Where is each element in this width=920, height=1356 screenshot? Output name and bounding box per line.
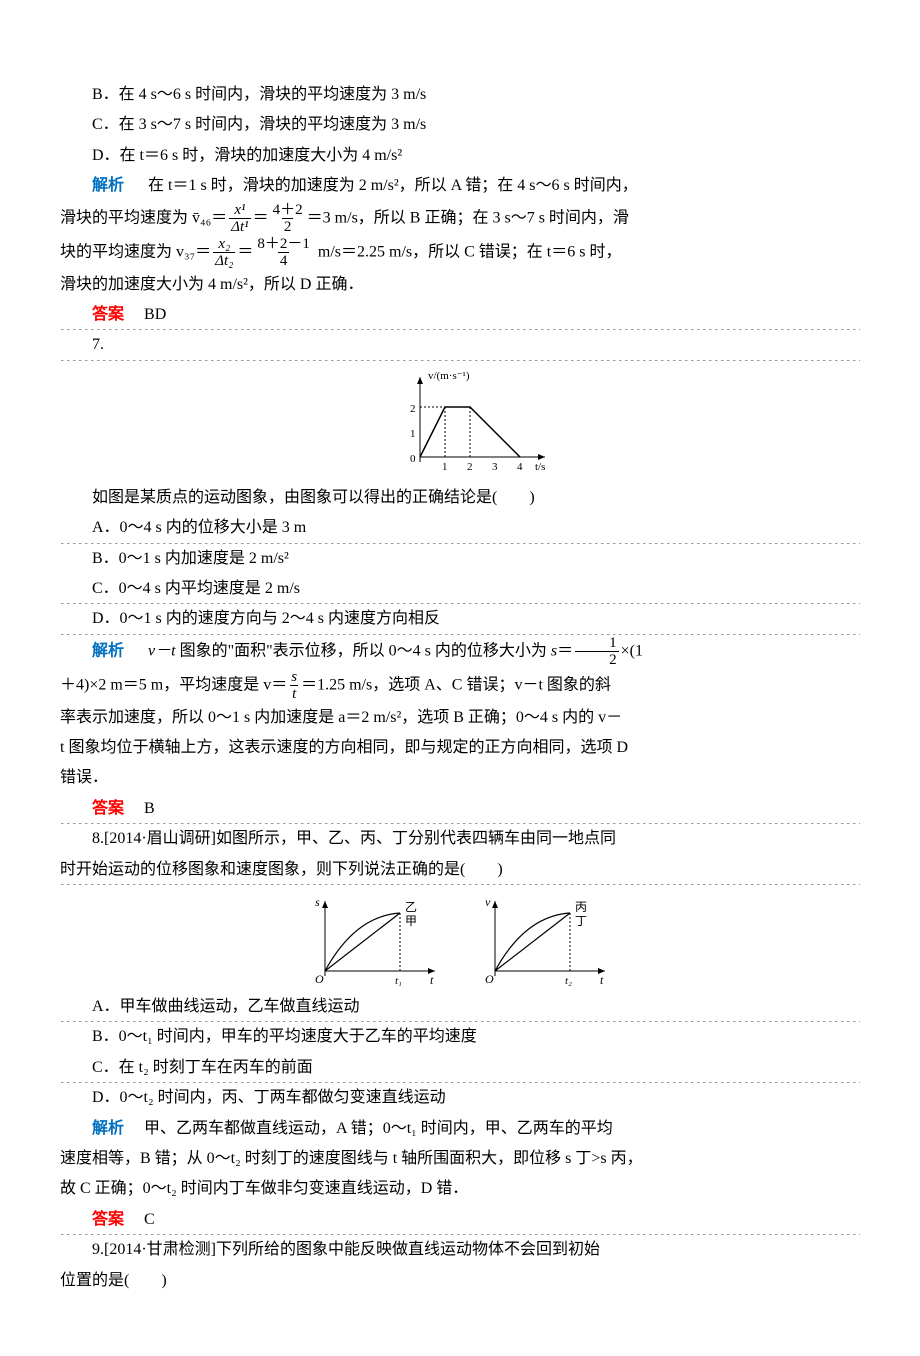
answer-value: C — [144, 1211, 155, 1228]
fraction: x₂Δt₂ — [213, 236, 235, 270]
svg-text:t: t — [600, 973, 604, 986]
analysis-label: 解析 — [92, 1120, 124, 1137]
q6-option-d: D．在 t＝6 s 时，滑块的加速度大小为 4 m/s² — [60, 141, 860, 171]
svg-text:t₂: t₂ — [565, 975, 572, 986]
q6-analysis: 解析 在 t＝1 s 时，滑块的加速度为 2 m/s²，所以 A 错；在 4 s… — [60, 171, 860, 201]
q7-answer: 答案 B — [60, 794, 860, 824]
text-segment: 滑块的平均速度为 v̄₄₆＝ — [60, 209, 227, 226]
q7-analysis-line4: t 图象均位于横轴上方，这表示速度的方向相同，即与规定的正方向相同，选项 D — [60, 733, 860, 763]
svg-text:2: 2 — [410, 403, 416, 415]
svg-text:4: 4 — [517, 461, 523, 473]
svg-text:t₁: t₁ — [395, 975, 402, 986]
svg-text:丁: 丁 — [575, 914, 587, 928]
analysis-text: 在 t＝1 s 时，滑块的加速度为 2 m/s²，所以 A 错；在 4 s～6 … — [148, 177, 638, 194]
q9-stem-line2: 位置的是( ) — [60, 1266, 860, 1296]
analysis-label: 解析 — [92, 642, 124, 659]
svg-text:甲: 甲 — [405, 914, 417, 928]
svg-text:3: 3 — [492, 461, 498, 473]
answer-label: 答案 — [92, 800, 124, 817]
q8-vt-graph: v t O t₂ 丙 丁 — [475, 891, 615, 986]
svg-text:t: t — [430, 973, 434, 986]
q6-analysis-line4: 滑块的加速度大小为 4 m/s²，所以 D 正确． — [60, 270, 860, 300]
q7-vt-graph: v/(m·s⁻¹) t/s 0 1 2 1 2 3 4 — [360, 367, 560, 477]
analysis-label: 解析 — [92, 177, 124, 194]
q8-option-a: A．甲车做曲线运动，乙车做直线运动 — [60, 992, 860, 1022]
question-number: 9. — [92, 1241, 104, 1258]
q7-analysis-line2: ＋4)×2 m＝5 m，平均速度是 v＝st＝1.25 m/s，选项 A、C 错… — [60, 669, 860, 703]
text-segment: ＝3 m/s，所以 B 正确；在 3 s～7 s 时间内，滑 — [307, 209, 629, 226]
q6-analysis-line3: 块的平均速度为 v₃₇＝x₂Δt₂＝8＋2－14 m/s＝2.25 m/s，所以… — [60, 236, 860, 270]
text-segment: [2014·甘肃检测]下列所给的图象中能反映做直线运动物体不会回到初始 — [104, 1241, 600, 1258]
text-segment: m/s＝2.25 m/s，所以 C 错误；在 t＝6 s 时， — [314, 243, 622, 260]
fraction: x¹Δt¹ — [229, 202, 250, 236]
svg-text:v: v — [485, 895, 491, 909]
q8-answer: 答案 C — [60, 1205, 860, 1235]
q9-stem-line1: 9.[2014·甘肃检测]下列所给的图象中能反映做直线运动物体不会回到初始 — [60, 1235, 860, 1265]
q8-analysis-line3: 故 C 正确；0～t₂ 时间内丁车做非匀变速直线运动，D 错． — [60, 1174, 860, 1204]
svg-text:1: 1 — [442, 461, 448, 473]
q7-stem: 如图是某质点的运动图象，由图象可以得出的正确结论是( ) — [60, 483, 860, 513]
text-segment: ＝1.25 m/s，选项 A、C 错误；v－t 图象的斜 — [301, 676, 611, 693]
q8-figures: s t O t₁ 乙 甲 v t O t₂ 丙 丁 — [60, 891, 860, 986]
svg-text:O: O — [485, 972, 494, 986]
text-segment: [2014·眉山调研]如图所示，甲、乙、丙、丁分别代表四辆车由同一地点同 — [104, 830, 616, 847]
q8-st-graph: s t O t₁ 乙 甲 — [305, 891, 445, 986]
svg-text:丙: 丙 — [575, 900, 587, 914]
text-segment: ＋4)×2 m＝5 m，平均速度是 v＝ — [60, 676, 287, 693]
fraction-st: st — [289, 669, 299, 703]
q8-analysis-line2: 速度相等，B 错；从 0～t₂ 时刻丁的速度图线与 t 轴所围面积大，即位移 s… — [60, 1144, 860, 1174]
q8-stem-line2: 时开始运动的位移图象和速度图象，则下列说法正确的是( ) — [60, 855, 860, 885]
fraction: 8＋2－14 — [255, 236, 312, 270]
q8-stem-line1: 8.[2014·眉山调研]如图所示，甲、乙、丙、丁分别代表四辆车由同一地点同 — [60, 824, 860, 854]
q8-option-b: B．0～t₁ 时间内，甲车的平均速度大于乙车的平均速度 — [60, 1022, 860, 1052]
y-axis-label: v/(m·s⁻¹) — [428, 370, 470, 382]
svg-text:s: s — [315, 895, 320, 909]
text-segment: ×(1 — [621, 642, 643, 659]
question-number: 8. — [92, 830, 104, 847]
q7-figure: v/(m·s⁻¹) t/s 0 1 2 1 2 3 4 — [60, 367, 860, 477]
svg-text:O: O — [315, 972, 324, 986]
svg-text:0: 0 — [410, 453, 416, 465]
text-segment: 块的平均速度为 v₃₇＝ — [60, 243, 211, 260]
answer-label: 答案 — [92, 306, 124, 323]
q7-analysis-line5: 错误． — [60, 763, 860, 793]
q8-option-c: C．在 t₂ 时刻丁车在丙车的前面 — [60, 1053, 860, 1083]
text-segment: ＝ — [237, 243, 253, 260]
svg-text:乙: 乙 — [405, 900, 417, 914]
answer-value: BD — [144, 306, 166, 323]
svg-text:1: 1 — [410, 428, 416, 440]
q7-analysis: 解析 v－tv－t 图象的"面积"表示位移，所以 0～4 s 内的位移大小为 s… — [60, 635, 860, 669]
q6-option-b: B．在 4 s～6 s 时间内，滑块的平均速度为 3 m/s — [60, 80, 860, 110]
text-segment: 图象的"面积"表示位移，所以 0～4 s 内的位移大小为 s＝ — [176, 642, 574, 659]
q7-option-c: C．0～4 s 内平均速度是 2 m/s — [60, 574, 860, 604]
svg-text:2: 2 — [467, 461, 473, 473]
x-axis-label: t/s — [535, 461, 545, 473]
q7-analysis-line3: 率表示加速度，所以 0～1 s 内加速度是 a＝2 m/s²，选项 B 正确；0… — [60, 703, 860, 733]
q6-analysis-line2: 滑块的平均速度为 v̄₄₆＝x¹Δt¹＝4＋22＝3 m/s，所以 B 正确；在… — [60, 202, 860, 236]
answer-label: 答案 — [92, 1211, 124, 1228]
q7-option-b: B．0～1 s 内加速度是 2 m/s² — [60, 544, 860, 574]
q7-option-d: D．0～1 s 内的速度方向与 2～4 s 内速度方向相反 — [60, 604, 860, 634]
answer-value: B — [144, 800, 155, 817]
q8-analysis: 解析 甲、乙两车都做直线运动，A 错；0～t₁ 时间内，甲、乙两车的平均 — [60, 1114, 860, 1144]
fraction: 4＋22 — [271, 202, 305, 236]
q6-answer: 答案 BD — [60, 300, 860, 330]
q7-num: 7. — [60, 330, 860, 360]
q6-option-c: C．在 3 s～7 s 时间内，滑块的平均速度为 3 m/s — [60, 110, 860, 140]
fraction-half: 12 — [575, 635, 619, 669]
text-segment: 甲、乙两车都做直线运动，A 错；0～t₁ 时间内，甲、乙两车的平均 — [144, 1120, 613, 1137]
q7-option-a: A．0～4 s 内的位移大小是 3 m — [60, 513, 860, 543]
text-segment: ＝ — [253, 209, 269, 226]
q8-option-d: D．0～t₂ 时间内，丙、丁两车都做匀变速直线运动 — [60, 1083, 860, 1113]
